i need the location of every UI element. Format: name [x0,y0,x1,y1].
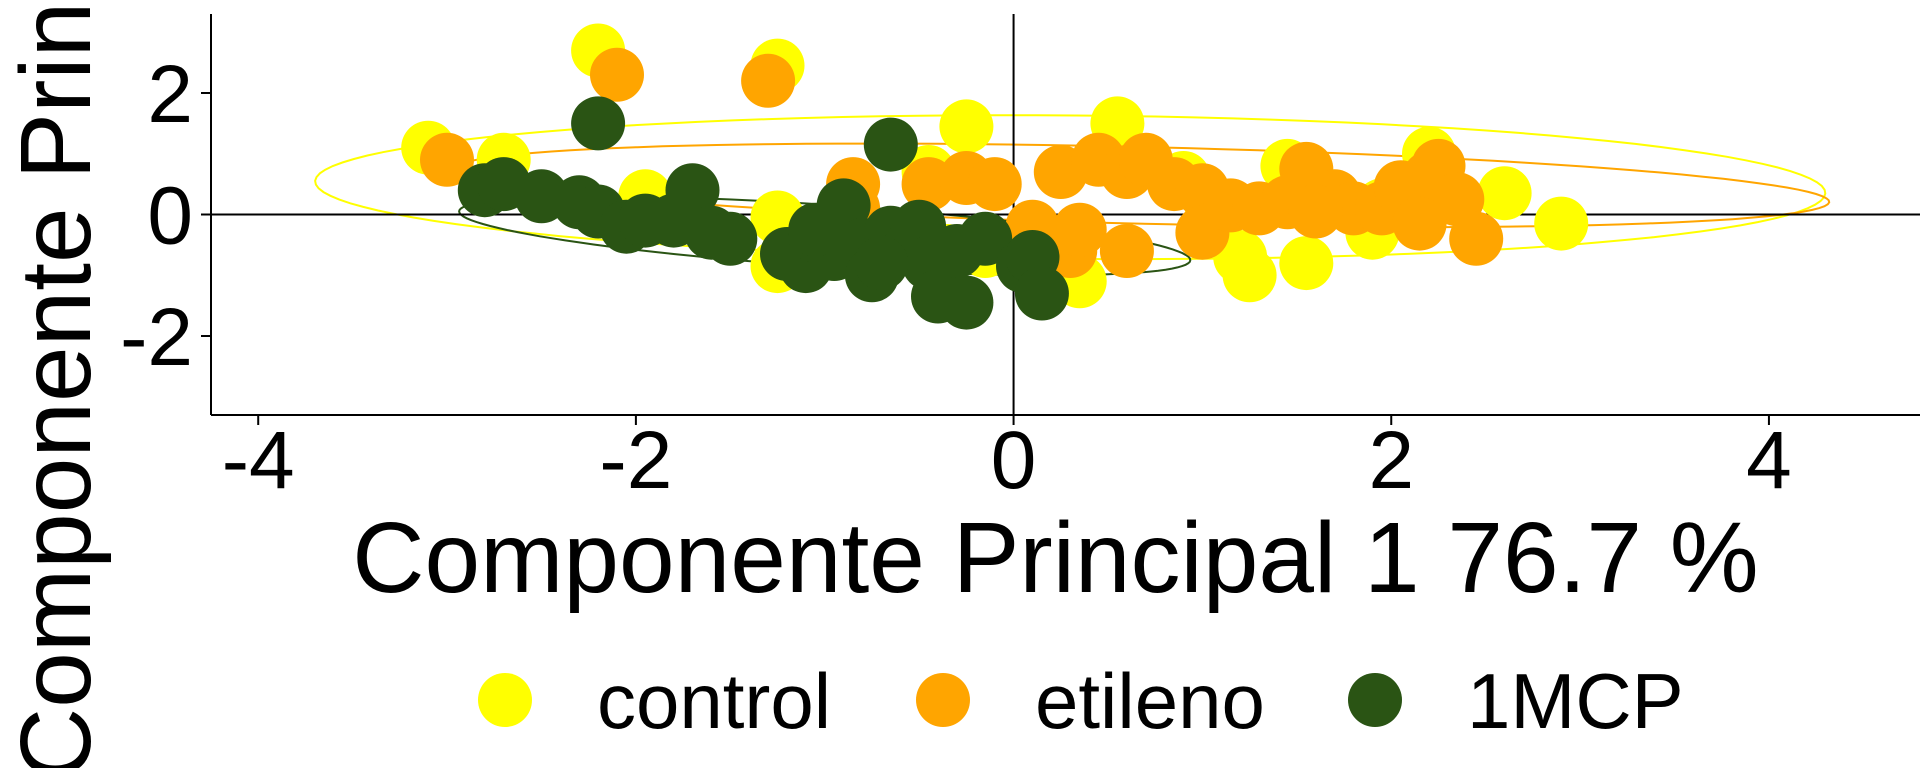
axes [201,14,1920,425]
point-control [1534,196,1589,251]
point-etileno [1449,211,1504,266]
y-tick-label: -2 [120,292,193,383]
point-control [1477,166,1532,221]
legend-key-etileno [916,673,970,727]
point-etileno [1392,196,1447,251]
point-1mcp [703,211,758,266]
legend-label-control: control [597,657,831,745]
point-etileno [1288,184,1343,239]
y-tick-label: 2 [147,49,193,140]
legend-label-1mcp: 1MCP [1467,657,1684,745]
point-1mcp [863,117,918,172]
point-1mcp [665,163,720,218]
axis-titles: Componente Principal 1 76.7 % Componente … [0,0,1759,768]
point-1mcp [788,202,843,257]
tick-labels: -4 -2 0 2 4 -2 0 2 [120,49,1792,506]
point-etileno [1052,202,1107,257]
point-control [1222,248,1277,303]
point-etileno [741,53,796,108]
y-tick-label: 0 [147,171,193,262]
legend-item-etileno: etileno [916,657,1265,745]
point-1mcp [571,96,626,151]
x-tick-label: 4 [1746,415,1792,506]
point-1mcp [939,275,994,330]
legend-item-control: control [478,657,831,745]
point-etileno [967,157,1022,212]
x-tick-label: -2 [599,415,672,506]
point-etileno [1099,224,1154,278]
y-axis-title: Componente Principal [0,0,112,768]
x-tick-label: -4 [222,415,295,506]
point-control [1279,236,1334,291]
legend: control etileno 1MCP [478,657,1684,745]
point-1mcp [958,211,1013,266]
x-tick-label: 0 [991,415,1037,506]
point-control [939,99,994,154]
legend-key-control [478,673,532,727]
legend-key-1mcp [1348,673,1402,727]
point-etileno [420,132,474,187]
point-etileno [590,47,644,102]
point-1mcp [1014,266,1069,321]
x-axis-title: Componente Principal 1 76.7 % [352,502,1758,614]
point-1mcp [854,236,909,291]
ellipse-control [314,114,1827,261]
data-points [401,23,1589,330]
x-tick-label: 2 [1368,415,1414,506]
legend-item-1mcp: 1MCP [1348,657,1684,745]
legend-label-etileno: etileno [1035,657,1265,745]
